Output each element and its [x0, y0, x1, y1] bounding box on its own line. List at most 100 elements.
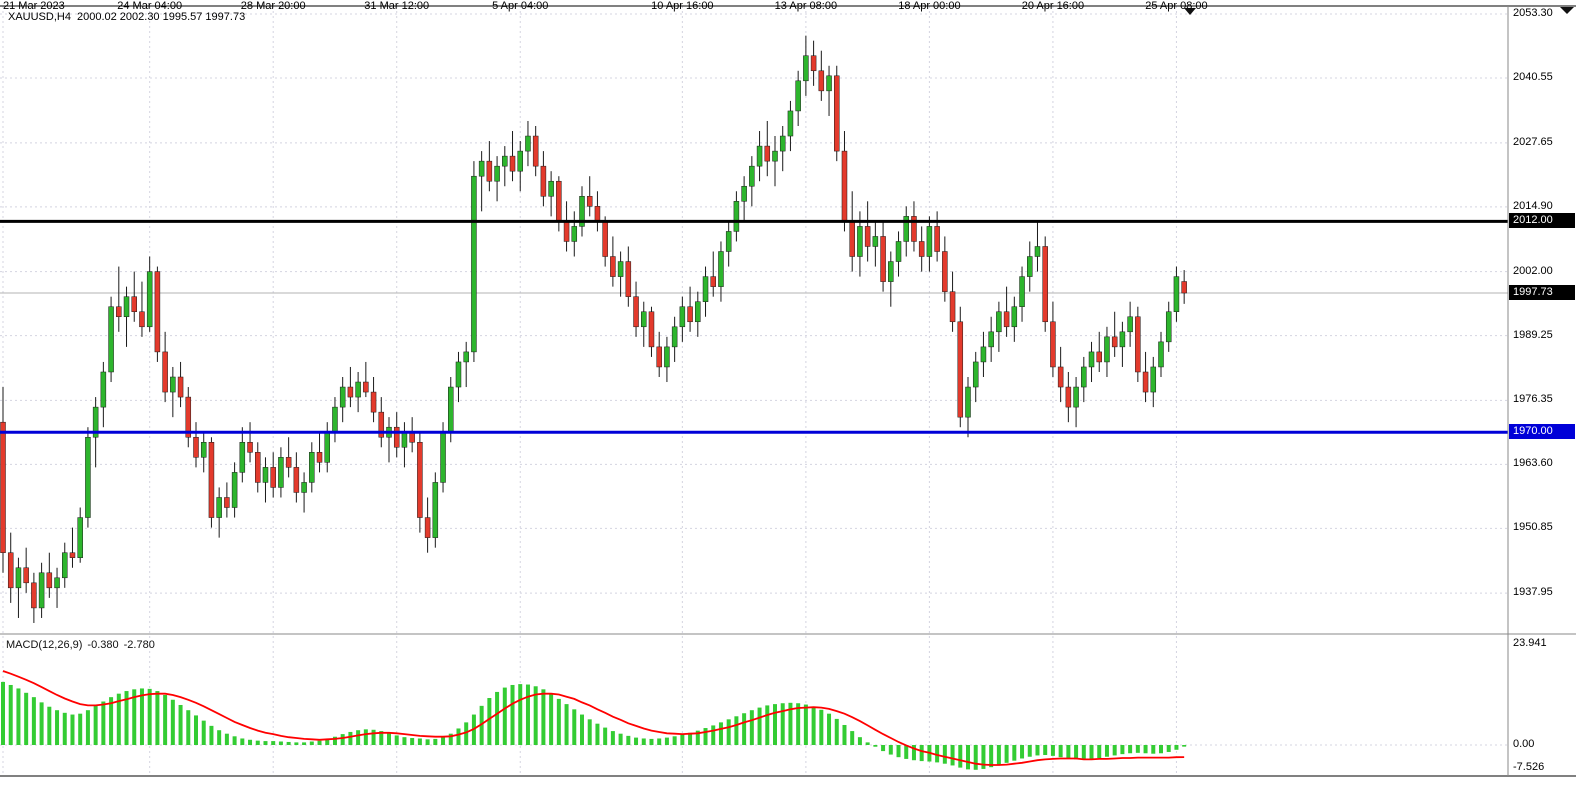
candle: [417, 432, 423, 533]
candle: [517, 141, 523, 192]
candle: [38, 562, 45, 618]
candle: [146, 256, 153, 332]
macd-histogram-bar: [556, 698, 561, 745]
macd-histogram-bar: [904, 745, 909, 759]
macd-histogram-bar: [1120, 745, 1125, 755]
candle: [231, 462, 238, 518]
candle: [556, 176, 562, 232]
candle: [502, 146, 508, 187]
macd-histogram-bar: [911, 745, 916, 761]
macd-histogram-bar: [402, 737, 407, 745]
macd-histogram-bar: [695, 730, 700, 745]
macd-histogram-bar: [224, 733, 229, 745]
candle: [285, 437, 292, 478]
candle: [1073, 377, 1079, 428]
candle: [1027, 241, 1033, 292]
macd-indicator-header: MACD(12,26,9) -0.380 -2.780: [6, 639, 160, 651]
macd-histogram-bar: [672, 736, 677, 745]
candle: [1135, 306, 1141, 383]
candle: [309, 442, 315, 493]
candle: [15, 557, 22, 618]
candle: [671, 316, 678, 362]
macd-histogram-bar: [734, 716, 739, 745]
candle: [494, 156, 500, 202]
candle: [116, 266, 122, 332]
price-line-badge-2012[interactable]: 2012.00: [1509, 213, 1575, 229]
candle: [247, 422, 253, 463]
macd-histogram-bar: [78, 713, 83, 745]
candle: [363, 361, 369, 398]
candle: [1104, 326, 1110, 378]
candle: [200, 432, 207, 473]
candle: [85, 427, 91, 528]
candle: [185, 387, 192, 448]
macd-histogram-bar: [718, 722, 723, 745]
candle: [386, 417, 392, 463]
macd-histogram-bar: [1066, 745, 1071, 759]
candle: [1081, 356, 1087, 403]
macd-histogram-bar: [634, 737, 639, 745]
candle: [0, 387, 6, 573]
candles-layer: [0, 35, 1187, 623]
price-line-badge-1970[interactable]: 1970.00: [1509, 424, 1575, 440]
macd-histogram-bar: [827, 713, 832, 745]
candle: [725, 221, 732, 267]
macd-histogram-bar: [765, 705, 770, 745]
macd-histogram-bar: [1004, 745, 1009, 763]
chart-shift-marker-icon[interactable]: [1184, 8, 1196, 15]
candle: [1142, 351, 1149, 403]
macd-histogram-bar: [132, 689, 137, 745]
candle: [1158, 331, 1164, 378]
macd-histogram-bar: [387, 733, 391, 745]
macd-histogram-bar: [803, 704, 808, 745]
symbol-timeframe-label: XAUUSD,H4: [8, 11, 71, 23]
candle: [934, 211, 940, 262]
candle: [1127, 301, 1133, 347]
candle: [1050, 301, 1056, 378]
macd-histogram-bar: [55, 710, 60, 745]
macd-histogram-bar: [749, 710, 754, 745]
macd-histogram-bar: [989, 745, 994, 768]
candle: [324, 422, 330, 473]
candle: [54, 567, 60, 608]
candle: [1165, 301, 1172, 352]
macd-histogram-bar: [1128, 745, 1133, 754]
candle: [625, 246, 632, 307]
candle: [100, 361, 107, 428]
macd-histogram-bar: [278, 741, 283, 745]
candle: [710, 251, 716, 297]
candle: [803, 35, 809, 96]
macd-histogram-bar: [62, 712, 67, 745]
macd-histogram-bar: [1151, 745, 1156, 754]
candle: [262, 457, 269, 503]
macd-histogram-bar: [950, 745, 955, 766]
macd-histogram-bar: [857, 737, 862, 745]
candle: [525, 120, 531, 167]
candle: [1057, 346, 1064, 403]
macd-histogram-bar: [1058, 745, 1063, 758]
macd-histogram-bar: [796, 703, 801, 745]
chart-header: XAUUSD,H4 2000.02 2002.30 1995.57 1997.73: [8, 11, 251, 23]
macd-histogram-bar: [1, 681, 5, 745]
candle: [424, 497, 431, 553]
macd-histogram-bar: [124, 691, 129, 745]
candle: [1065, 371, 1072, 423]
macd-histogram-bar: [24, 692, 29, 745]
candle: [1119, 321, 1126, 367]
candle: [764, 120, 771, 177]
macd-histogram-bar: [564, 704, 569, 745]
macd-layer: [1, 670, 1187, 770]
candle: [594, 191, 601, 232]
candle: [834, 65, 840, 162]
macd-histogram-bar: [240, 738, 245, 745]
candle: [841, 131, 848, 232]
candle: [826, 65, 832, 116]
candle: [471, 161, 477, 362]
macd-histogram-bar: [610, 731, 615, 745]
macd-histogram-bar: [919, 745, 924, 762]
candle: [702, 266, 709, 317]
macd-histogram-bar: [1143, 745, 1148, 754]
macd-histogram-bar: [31, 697, 36, 745]
